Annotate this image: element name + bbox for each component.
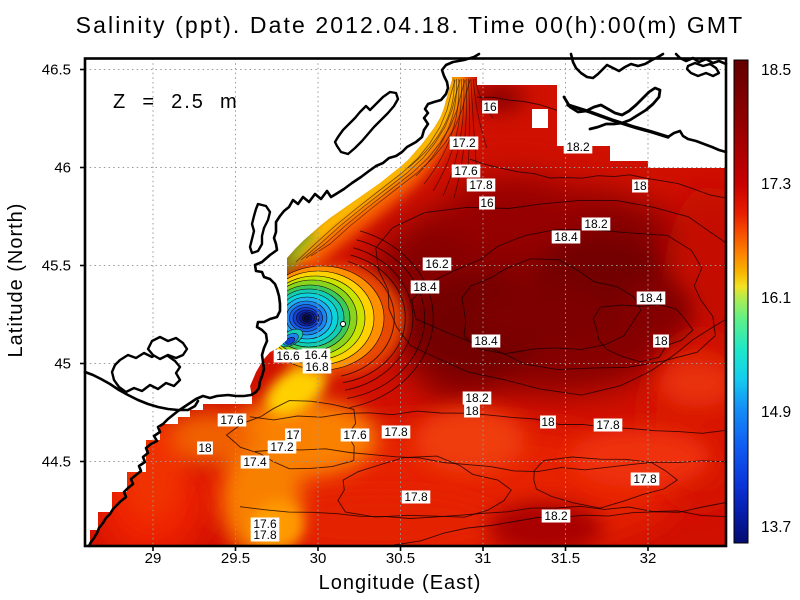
svg-text:46: 46 bbox=[54, 160, 71, 177]
svg-text:17.8: 17.8 bbox=[469, 178, 493, 192]
svg-text:45.5: 45.5 bbox=[42, 258, 71, 275]
svg-text:30.5: 30.5 bbox=[386, 550, 415, 567]
svg-text:Z = 2.5 m: Z = 2.5 m bbox=[113, 91, 239, 113]
svg-text:29.5: 29.5 bbox=[221, 550, 250, 567]
svg-text:45: 45 bbox=[54, 356, 71, 373]
svg-text:16: 16 bbox=[483, 100, 497, 114]
svg-text:17.8: 17.8 bbox=[404, 490, 428, 504]
svg-text:13.7: 13.7 bbox=[761, 519, 791, 536]
svg-text:32: 32 bbox=[640, 550, 657, 567]
svg-text:18: 18 bbox=[465, 404, 479, 418]
svg-text:17.6: 17.6 bbox=[454, 164, 478, 178]
svg-text:17.6: 17.6 bbox=[253, 517, 277, 531]
svg-text:17: 17 bbox=[286, 428, 300, 442]
svg-text:14.9: 14.9 bbox=[761, 404, 791, 421]
svg-text:18.2: 18.2 bbox=[544, 509, 568, 523]
svg-text:18.4: 18.4 bbox=[413, 280, 437, 294]
svg-text:18.4: 18.4 bbox=[639, 291, 663, 305]
svg-text:17.2: 17.2 bbox=[270, 440, 294, 454]
svg-text:17.4: 17.4 bbox=[243, 455, 267, 469]
svg-text:18: 18 bbox=[633, 179, 647, 193]
svg-text:17.3: 17.3 bbox=[761, 176, 791, 193]
svg-text:18: 18 bbox=[198, 441, 212, 455]
svg-text:18.5: 18.5 bbox=[761, 62, 791, 79]
svg-text:Longitude (East): Longitude (East) bbox=[319, 572, 482, 594]
svg-text:Salinity (ppt). Date 2012.04.1: Salinity (ppt). Date 2012.04.18. Time 00… bbox=[76, 12, 745, 38]
svg-text:30: 30 bbox=[310, 550, 327, 567]
svg-text:17.8: 17.8 bbox=[384, 425, 408, 439]
svg-text:29: 29 bbox=[145, 550, 162, 567]
svg-text:17.6: 17.6 bbox=[220, 413, 244, 427]
svg-text:31: 31 bbox=[475, 550, 492, 567]
svg-text:18.2: 18.2 bbox=[566, 140, 590, 154]
svg-text:18: 18 bbox=[654, 334, 668, 348]
svg-text:18.2: 18.2 bbox=[465, 391, 489, 405]
svg-text:16.1: 16.1 bbox=[761, 290, 791, 307]
svg-text:17.8: 17.8 bbox=[253, 528, 277, 542]
svg-text:44.5: 44.5 bbox=[42, 454, 71, 471]
svg-text:46.5: 46.5 bbox=[42, 62, 71, 79]
svg-text:Latitude (North): Latitude (North) bbox=[5, 203, 27, 358]
svg-text:18: 18 bbox=[541, 415, 555, 429]
svg-text:17.2: 17.2 bbox=[452, 136, 476, 150]
svg-text:18.4: 18.4 bbox=[554, 230, 578, 244]
svg-text:31.5: 31.5 bbox=[551, 550, 580, 567]
svg-text:17.6: 17.6 bbox=[343, 428, 367, 442]
svg-text:16.2: 16.2 bbox=[425, 257, 449, 271]
svg-text:16: 16 bbox=[480, 196, 494, 210]
svg-text:17.8: 17.8 bbox=[596, 418, 620, 432]
svg-text:16.6: 16.6 bbox=[276, 349, 300, 363]
svg-text:18.2: 18.2 bbox=[584, 217, 608, 231]
svg-text:16.4: 16.4 bbox=[304, 348, 328, 362]
svg-text:17.8: 17.8 bbox=[633, 472, 657, 486]
svg-text:16.8: 16.8 bbox=[305, 360, 329, 374]
svg-text:18.4: 18.4 bbox=[474, 334, 498, 348]
